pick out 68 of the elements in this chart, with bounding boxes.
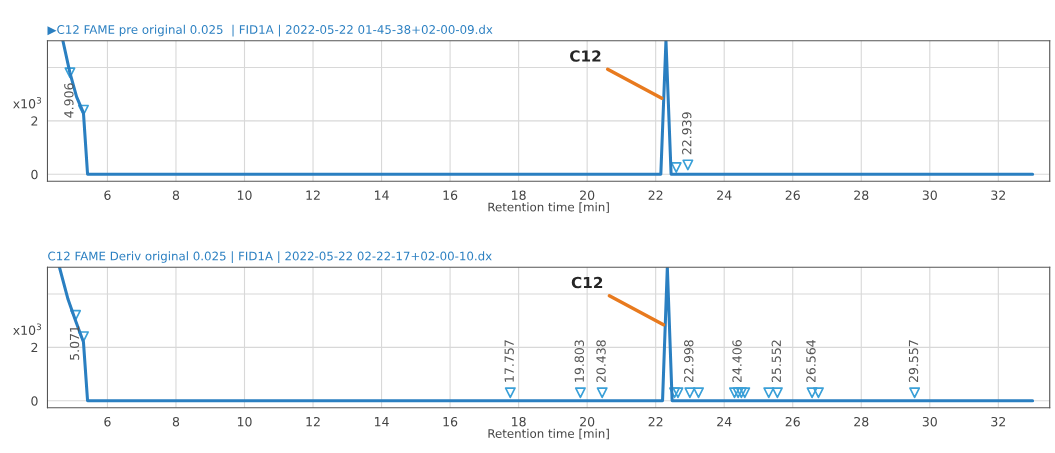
point [739, 387, 751, 399]
annotation: 17.757 [504, 340, 514, 382]
chart-title: C12 FAME Deriv original 0.025 | FID1A | 2022-05-22 02-22-17+02-00-10.dx [48, 251, 492, 264]
point [812, 387, 824, 399]
point [64, 67, 76, 79]
x-tick-label: 12 [306, 416, 320, 427]
y-tick-label: 2 [31, 342, 38, 353]
x-tick-label: 10 [237, 190, 252, 200]
x-tick-label: 6 [104, 416, 111, 427]
point [682, 159, 694, 171]
point [684, 387, 696, 399]
x-tick-label: 14 [374, 190, 389, 200]
annotation: C12 [571, 276, 603, 289]
x-tick-label: 12 [306, 190, 320, 200]
x-tick-label: 28 [854, 416, 869, 427]
y-tick-label: 2 [31, 116, 38, 126]
x-axis-title: Retention time [min] [488, 202, 609, 213]
annotation: 19.803 [574, 340, 585, 382]
x-axis-title: Retention time [min] [488, 428, 609, 440]
x-tick-label: 18 [512, 190, 526, 200]
annotation: 24.406 [732, 340, 742, 383]
x-tick-label: 16 [443, 190, 458, 200]
x-tick-label: 18 [512, 416, 526, 427]
x-tick-label: 32 [991, 190, 1006, 200]
x-tick-label: 8 [172, 190, 180, 200]
x-tick-label: 30 [922, 416, 937, 427]
point [806, 387, 818, 399]
x-tick-label: 8 [172, 416, 180, 427]
x-tick-label: 14 [374, 417, 389, 427]
point [728, 387, 740, 399]
x-tick-label: 30 [922, 190, 937, 200]
annotation: 20.438 [596, 340, 606, 383]
x-tick-label: 20 [580, 190, 595, 200]
y-tick-label: 0 [31, 169, 38, 180]
x-tick-label: 26 [785, 190, 800, 200]
x-tick-label: 10 [237, 416, 252, 427]
x-tick-label: 28 [854, 190, 869, 200]
annotation: 5.071 [69, 326, 80, 360]
x-tick-label: 32 [991, 416, 1006, 427]
annotation: 22.939 [682, 112, 692, 155]
x-tick-label: 26 [785, 416, 800, 427]
x-tick-label: 24 [717, 190, 732, 200]
x-tick-label: 20 [580, 416, 595, 427]
y-axis-title: x10$^{3}$ [13, 97, 42, 109]
line-series [57, 267, 1035, 403]
annotation: 4.906 [64, 83, 74, 118]
x-tick-label: 6 [104, 190, 111, 200]
x-tick-label: 22 [648, 190, 663, 200]
line-series [61, 40, 1035, 176]
point [70, 309, 82, 321]
annotation: 29.557 [908, 340, 919, 383]
point [574, 387, 586, 399]
annotation: 25.552 [771, 340, 782, 383]
point [596, 387, 608, 399]
chart-title: ▶C12 FAME pre original 0.025 | FID1A | 2022-05-22 01-45-38+02-00-09.dx [47, 24, 493, 37]
y-axis-title: x10$^{3}$ [13, 323, 42, 335]
annotation: 22.998 [684, 340, 694, 383]
annotation: C12 [570, 50, 601, 62]
x-tick-label: 16 [443, 416, 458, 427]
point [693, 387, 705, 399]
point [504, 387, 516, 399]
point [909, 387, 921, 399]
y-tick-label: 0 [31, 396, 38, 406]
annotation: 26.564 [806, 339, 816, 383]
x-tick-label: 22 [648, 416, 663, 427]
x-tick-label: 24 [717, 416, 732, 427]
point [771, 387, 783, 399]
point [763, 387, 775, 399]
